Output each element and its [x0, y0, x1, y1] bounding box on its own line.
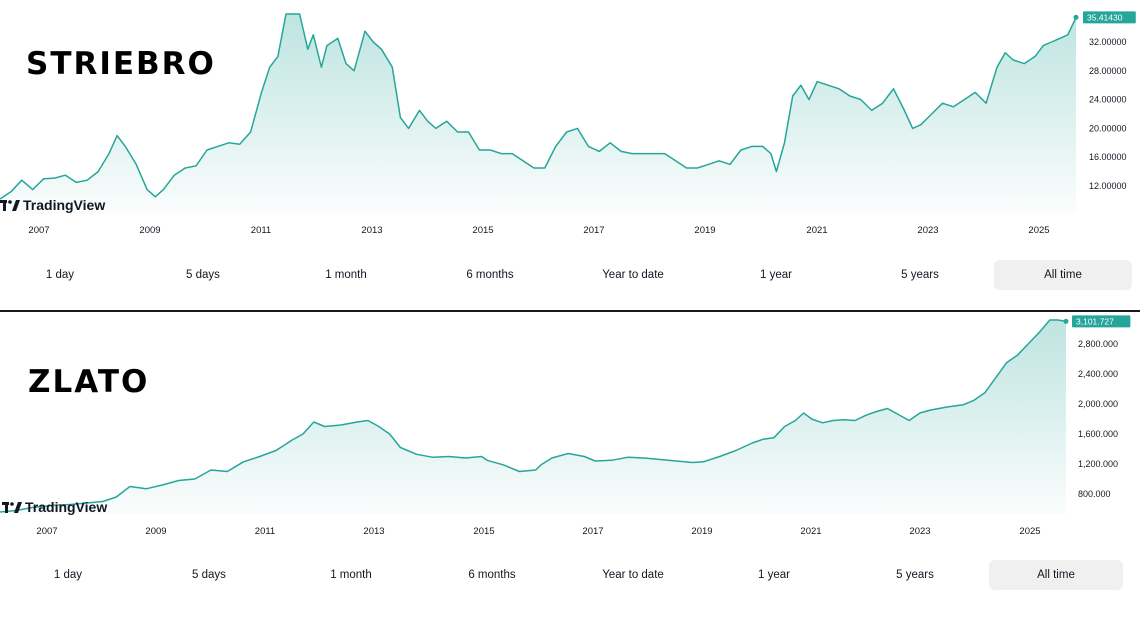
silver-logo-text: TradingView — [23, 197, 106, 213]
gold-logo-text: TradingView — [25, 499, 108, 515]
gold-chart: 800.000 1,200.000 1,600.000 2,000.000 2,400.… — [0, 315, 1131, 537]
panel-divider — [0, 310, 1140, 312]
gold-range-1-day[interactable]: 1 day — [53, 569, 83, 581]
gold-series-line — [0, 319, 1067, 513]
silver-last-point — [1073, 14, 1079, 20]
silver-x-tick-label: 2021 — [806, 225, 827, 236]
silver-x-tick-label: 2009 — [139, 225, 160, 236]
gold-x-tick-label: 2007 — [36, 526, 57, 537]
gold-range-6-months[interactable]: 6 months — [468, 569, 516, 581]
silver-range-year-to-date[interactable]: Year to date — [602, 269, 664, 281]
gold-x-tick-label: 2021 — [800, 526, 821, 537]
silver-x-tick-label: 2023 — [917, 225, 938, 236]
silver-x-tick-label: 2013 — [361, 225, 382, 236]
silver-panel: 12.00000 16.00000 20.00000 24.00000 28.00000… — [0, 0, 1140, 310]
gold-last-point — [1063, 318, 1069, 324]
gold-x-tick-label: 2015 — [473, 526, 494, 537]
silver-range-1-month[interactable]: 1 month — [325, 269, 367, 281]
silver-tradingview-logo[interactable]: TradingView — [0, 197, 105, 213]
silver-y-tick-label: 24.00000 — [1089, 95, 1127, 105]
silver-y-tick-label: 32.00000 — [1089, 37, 1127, 47]
gold-y-tick-label: 2,800.000 — [1078, 339, 1118, 349]
gold-x-tick-label: 2017 — [582, 526, 603, 537]
gold-last-value-label: 3,101.727 — [1076, 316, 1114, 326]
silver-x-tick-label: 2017 — [583, 225, 604, 236]
gold-y-tick-label: 2,000.000 — [1078, 399, 1118, 409]
gold-y-tick-label: 2,400.000 — [1078, 369, 1118, 379]
silver-range-5-days[interactable]: 5 days — [186, 269, 220, 281]
gold-y-tick-label: 800.000 — [1078, 489, 1111, 499]
silver-area-fill — [0, 14, 1076, 214]
tradingview-logo-icon — [2, 501, 22, 513]
gold-range-5-years[interactable]: 5 years — [896, 569, 934, 581]
gold-x-tick-label: 2023 — [909, 526, 930, 537]
gold-range-5-days[interactable]: 5 days — [192, 569, 226, 581]
silver-range-1-year[interactable]: 1 year — [760, 269, 792, 281]
silver-x-tick-label: 2025 — [1028, 225, 1049, 236]
gold-last-value-badge — [1072, 315, 1131, 328]
tradingview-logo-icon — [0, 199, 20, 211]
silver-x-tick-label: 2019 — [694, 225, 715, 236]
gold-x-tick-label: 2009 — [145, 526, 166, 537]
gold-x-tick-label: 2013 — [363, 526, 384, 537]
silver-chart: 12.00000 16.00000 20.00000 24.00000 28.00000… — [0, 11, 1136, 236]
silver-x-tick-label: 2011 — [251, 225, 271, 236]
silver-range-6-months[interactable]: 6 months — [466, 269, 514, 281]
gold-area-fill — [0, 320, 1066, 514]
silver-last-value-label: 35.41430 — [1087, 12, 1123, 22]
silver-heading: STRIEBRO — [26, 46, 216, 82]
silver-range-5-years[interactable]: 5 years — [901, 269, 939, 281]
gold-tradingview-logo[interactable]: TradingView — [2, 499, 107, 515]
gold-y-tick-label: 1,200.000 — [1078, 459, 1118, 469]
gold-x-tick-label: 2025 — [1019, 526, 1040, 537]
silver-range-all-time[interactable]: All time — [994, 260, 1132, 290]
silver-y-tick-label: 16.00000 — [1089, 152, 1127, 162]
silver-x-tick-label: 2007 — [28, 225, 49, 236]
silver-series-line — [0, 13, 1077, 200]
gold-y-tick-label: 1,600.000 — [1078, 429, 1118, 439]
gold-range-1-month[interactable]: 1 month — [330, 569, 372, 581]
silver-range-1-day[interactable]: 1 day — [45, 269, 75, 281]
gold-range-year-to-date[interactable]: Year to date — [602, 569, 664, 581]
gold-panel: 800.000 1,200.000 1,600.000 2,000.000 2,400.… — [0, 312, 1140, 621]
silver-x-tick-label: 2015 — [472, 225, 493, 236]
gold-heading: ZLATO — [28, 364, 150, 400]
gold-x-tick-label: 2019 — [691, 526, 712, 537]
silver-range-selector: 1 day 5 days 1 month 6 months Year to date 1 … — [0, 260, 1140, 292]
silver-last-value-badge — [1083, 11, 1136, 24]
gold-range-1-year[interactable]: 1 year — [758, 569, 790, 581]
gold-range-selector: 1 day 5 days 1 month 6 months Year to date 1 … — [0, 560, 1140, 592]
silver-y-tick-label: 20.00000 — [1089, 123, 1127, 133]
silver-y-tick-label: 12.00000 — [1089, 181, 1127, 191]
gold-x-tick-label: 2011 — [255, 526, 275, 537]
gold-range-all-time[interactable]: All time — [989, 560, 1123, 590]
silver-y-tick-label: 28.00000 — [1089, 66, 1127, 76]
